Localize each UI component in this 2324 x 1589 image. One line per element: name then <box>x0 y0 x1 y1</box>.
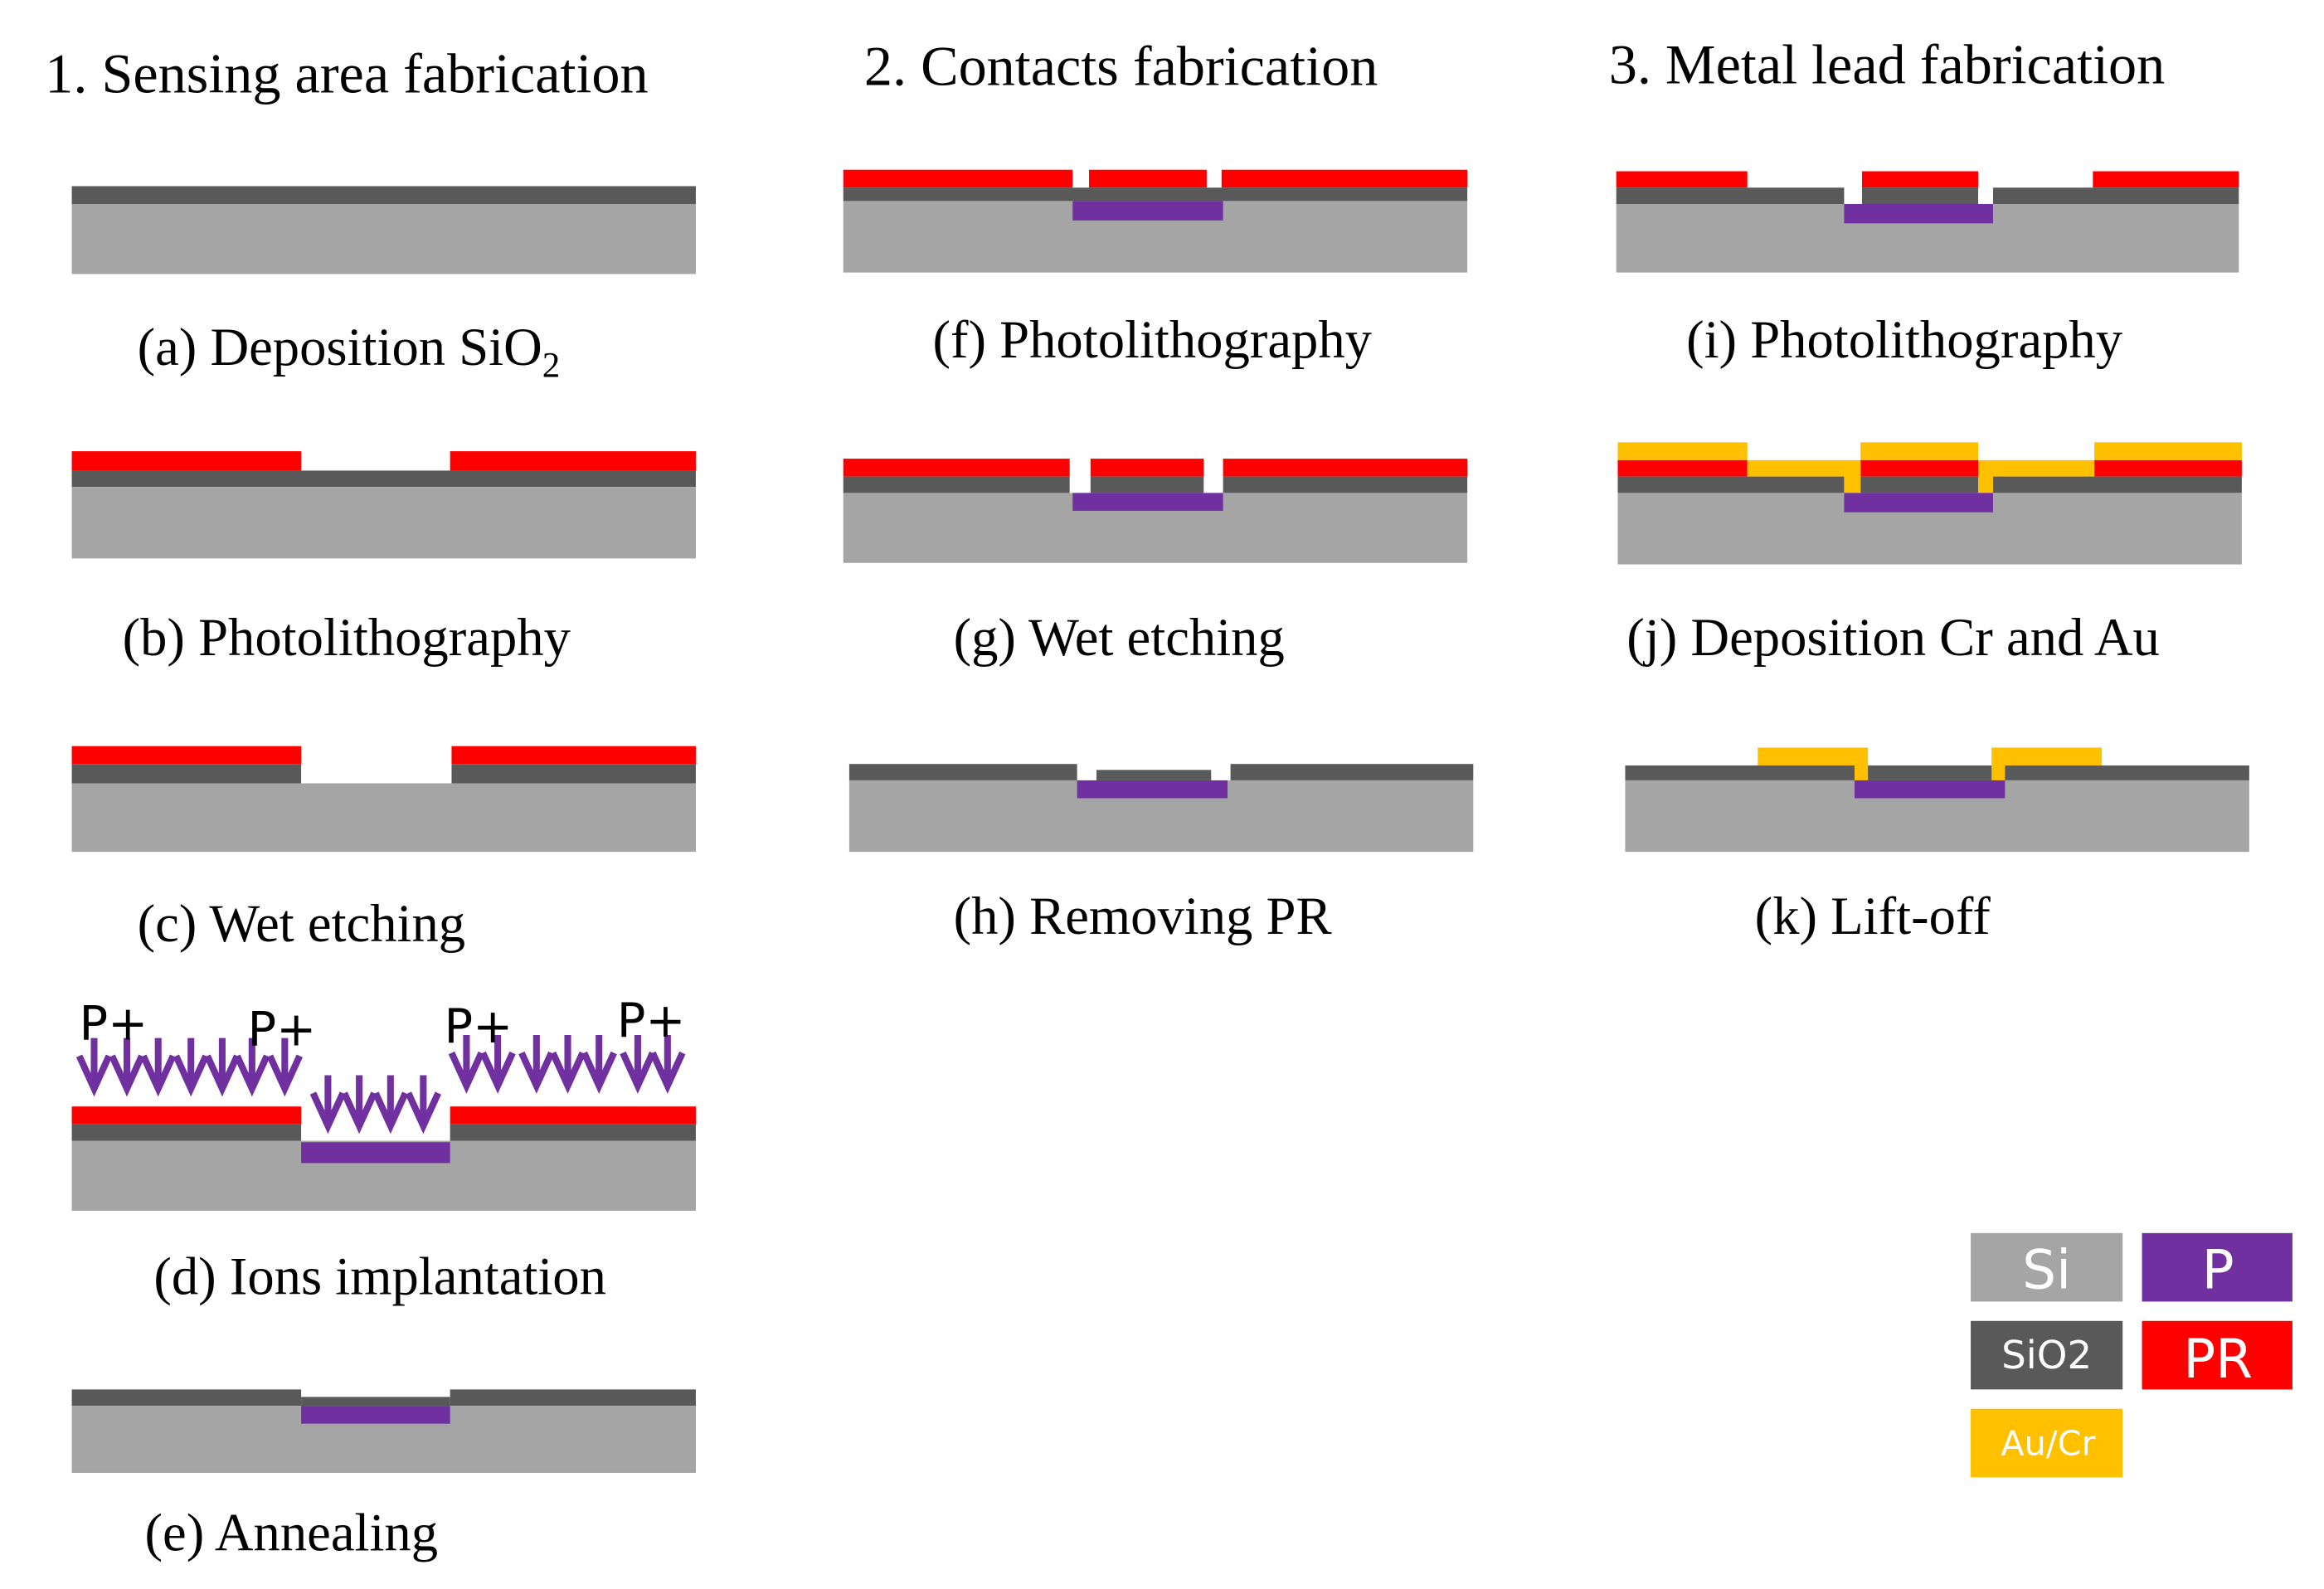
step-i-diagram <box>1616 171 2239 273</box>
down-arrow-icon <box>518 1035 555 1094</box>
step-j-diagram <box>1617 442 2242 565</box>
ion-label: P+ <box>617 993 686 1048</box>
down-arrow-icon <box>448 1035 485 1094</box>
down-arrow-icon <box>341 1075 377 1135</box>
step-k-diagram <box>1625 747 2249 853</box>
step-j-caption: (j) Deposition Cr and Au <box>1626 607 2160 667</box>
down-arrow-icon <box>173 1037 209 1097</box>
ion-label: P+ <box>247 1002 316 1057</box>
down-arrow-icon <box>140 1037 177 1097</box>
down-arrow-icon <box>581 1035 617 1094</box>
column-title-sensing: 1. Sensing area fabrication <box>45 41 648 104</box>
legend-au-cr: Au/Cr <box>1971 1408 2123 1478</box>
step-h-caption: (h) Removing PR <box>954 886 1333 945</box>
column-title-metal-lead: 3. Metal lead fabrication <box>1609 33 2166 96</box>
column-title-contacts: 2. Contacts fabrication <box>864 34 1378 97</box>
step-g-caption: (g) Wet etching <box>954 607 1285 667</box>
legend-pr: PR <box>2142 1320 2292 1391</box>
ion-label: P+ <box>80 995 148 1051</box>
down-arrow-icon <box>372 1075 409 1135</box>
step-b-caption: (b) Photolithography <box>123 607 571 667</box>
down-arrow-icon <box>204 1037 241 1097</box>
down-arrow-icon <box>309 1075 347 1135</box>
step-d-caption: (d) Ions implantation <box>153 1246 606 1305</box>
legend-sio2: SiO2 <box>1971 1320 2123 1390</box>
step-a-caption: (a) Deposition SiO2 <box>138 317 561 385</box>
step-c-diagram <box>71 746 696 853</box>
svg-text:Si: Si <box>2022 1239 2071 1301</box>
svg-text:PR: PR <box>2183 1329 2253 1391</box>
down-arrow-icon <box>479 1035 516 1094</box>
step-e-diagram <box>71 1389 696 1473</box>
step-e-caption: (e) Annealing <box>145 1502 439 1562</box>
svg-text:P: P <box>2202 1239 2234 1301</box>
step-b-diagram <box>71 451 696 559</box>
step-a-diagram <box>71 186 696 275</box>
legend-p: P <box>2142 1232 2292 1302</box>
step-h-diagram <box>848 764 1474 853</box>
legend-si: Si <box>1971 1232 2123 1302</box>
down-arrow-icon <box>405 1075 441 1135</box>
step-k-caption: (k) Lift-off <box>1755 886 1991 945</box>
legend: Si P SiO2 PR Au/Cr <box>1971 1232 2292 1478</box>
step-f-caption: (f) Photolithography <box>932 309 1372 369</box>
svg-text:Au/Cr: Au/Cr <box>2001 1423 2095 1463</box>
svg-text:SiO2: SiO2 <box>2001 1334 2092 1378</box>
down-arrow-icon <box>649 1035 686 1094</box>
ion-arrows <box>75 1035 686 1135</box>
down-arrow-icon <box>549 1035 586 1094</box>
step-d-diagram: P+ P+ P+ P+ <box>71 993 696 1211</box>
down-arrow-icon <box>109 1037 145 1097</box>
ion-label: P+ <box>444 999 513 1054</box>
down-arrow-icon <box>234 1037 270 1097</box>
step-g-diagram <box>843 459 1468 563</box>
step-c-caption: (c) Wet etching <box>138 893 466 953</box>
down-arrow-icon <box>75 1037 113 1097</box>
step-f-diagram <box>843 169 1468 273</box>
down-arrow-icon <box>620 1035 656 1094</box>
down-arrow-icon <box>266 1037 303 1097</box>
step-i-caption: (i) Photolithography <box>1686 309 2123 369</box>
